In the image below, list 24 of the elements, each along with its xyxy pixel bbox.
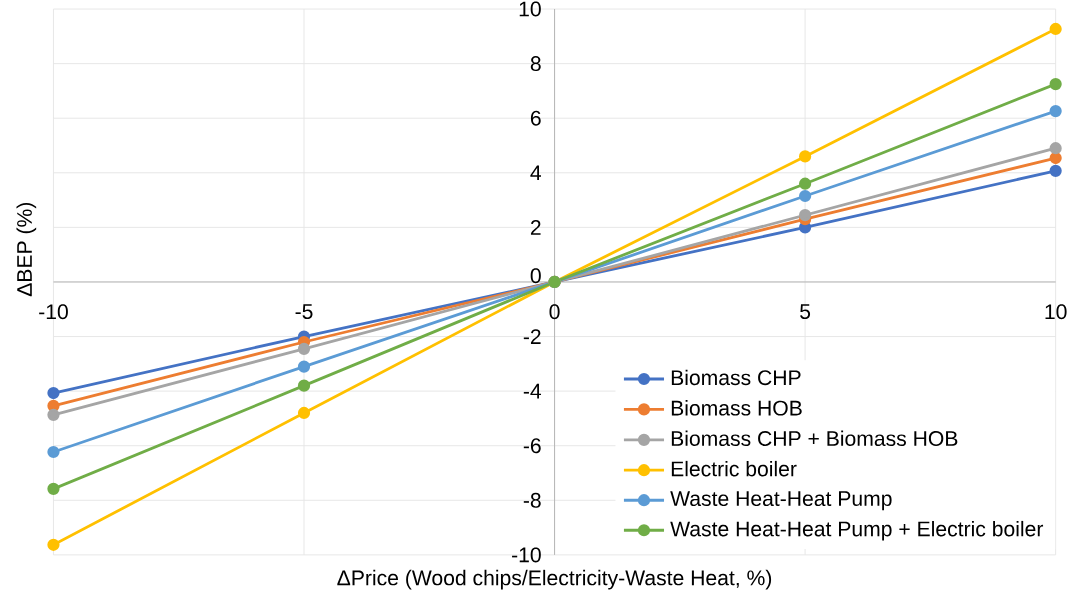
legend-label: Electric boiler [671,460,797,477]
legend-label: Biomass CHP + Biomass HOB [671,430,958,447]
y-tick-label: -4 [523,383,542,399]
x-axis-title: ΔPrice (Wood chips/Electricity-Waste Heat, %) [337,569,772,590]
y-axis-title: ΔBEP (%) [16,202,37,297]
legend-label: Waste Heat-Heat Pump + Electric boiler [670,520,1044,541]
y-tick-label: 2 [530,219,541,235]
x-tick-label: 5 [800,304,811,320]
y-tick-label: -10 [512,547,541,563]
y-tick-label: 4 [530,165,542,181]
y-tick-label: -6 [523,438,541,454]
x-tick-label: -5 [295,304,313,320]
y-tick-label: 10 [519,1,541,17]
x-tick-label: 0 [549,304,560,320]
legend-label: Waste Heat-Heat Pump [670,491,892,511]
legend-label: Biomass HOB [671,400,802,416]
x-tick-label: 10 [1045,304,1067,320]
x-tick-label: -10 [39,304,68,320]
y-tick-label: 8 [530,56,541,72]
legend-label: Biomass CHP [671,369,801,386]
y-tick-label: -8 [523,492,541,508]
y-tick-label: 6 [530,110,541,126]
y-tick-label: -2 [523,329,541,344]
y-tick-label: 0 [530,268,541,284]
